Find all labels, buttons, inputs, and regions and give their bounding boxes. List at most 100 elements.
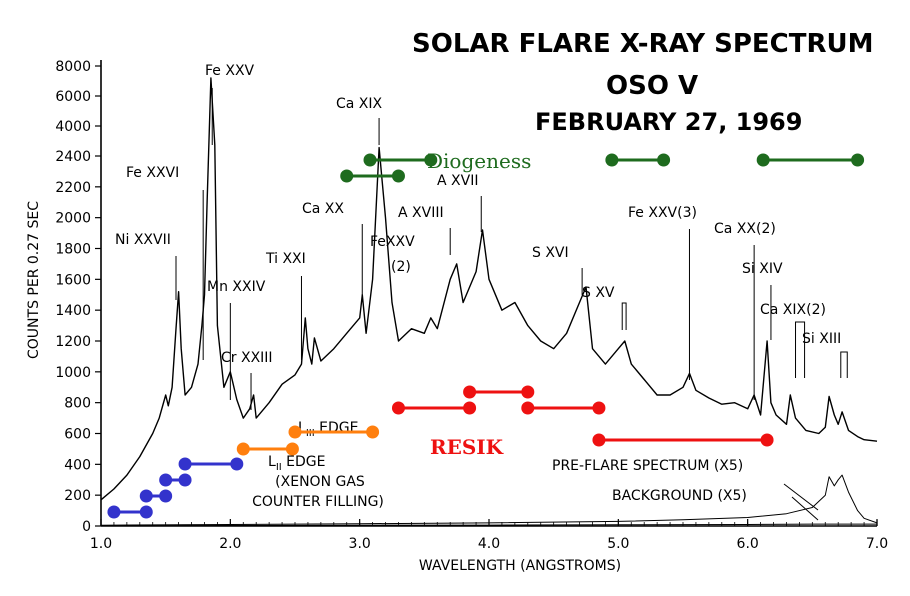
x-ticks: 1.0 2.0 3.0 4.0 5.0 6.0 7.0 (90, 519, 888, 552)
diogeness-label: Diogeness (427, 149, 531, 173)
y-tick-label: 1400 (55, 303, 91, 319)
l3-edge-tail: EDGE (315, 420, 359, 436)
chart-date: FEBRUARY 27, 1969 (535, 108, 802, 136)
line-label: A XVIII (398, 205, 444, 221)
l2-edge-sub: II (276, 462, 282, 473)
y-tick-label: 2000 (55, 211, 91, 227)
chart-title: SOLAR FLARE X-RAY SPECTRUM (412, 29, 874, 59)
line-label: Ca XIX (336, 96, 383, 112)
x-tick-label: 6.0 (737, 536, 759, 552)
y-tick-label: 800 (64, 396, 91, 412)
range-endpoint (521, 385, 535, 399)
line-labels: Fe XXV Fe XXVI Ni XXVII Mn XXIV Cr XXIII Ti X… (115, 63, 848, 410)
range-endpoint (592, 401, 606, 415)
preflare-label: PRE-FLARE SPECTRUM (X5) (552, 458, 743, 474)
y-tick-label: 200 (64, 488, 91, 504)
l2-edge-main: L (268, 454, 276, 470)
range-endpoint (288, 425, 302, 439)
y-tick-label: 400 (64, 457, 91, 473)
y-tick-label: 2400 (55, 149, 91, 165)
y-tick-label: 1800 (55, 242, 91, 258)
y-ticks: 0 200 400 600 800 1000 1200 1400 1600 1800 2000 220… (55, 59, 101, 535)
line-label: Cr XXIII (221, 350, 273, 366)
instrument-ranges (107, 153, 865, 519)
y-tick-label: 1000 (55, 365, 91, 381)
line-label: Fe XXV (205, 63, 255, 79)
l3-edge-label: LIII EDGE (298, 420, 358, 439)
line-label: Si XIV (742, 261, 783, 277)
y-tick-label: 8000 (55, 59, 91, 75)
background-label: BACKGROUND (X5) (612, 488, 747, 504)
x-tick-label: 1.0 (90, 536, 112, 552)
range-endpoint (340, 169, 354, 183)
range-endpoint (139, 489, 153, 503)
line-label: (2) (391, 259, 411, 275)
line-bracket (795, 321, 806, 378)
l2-edge-label: LII EDGE (268, 454, 326, 473)
x-tick-label: 5.0 (607, 536, 629, 552)
xenon-label-2: COUNTER FILLING) (252, 494, 384, 510)
range-endpoint (236, 442, 250, 456)
range-endpoint (363, 153, 377, 167)
range-endpoint (178, 473, 192, 487)
y-tick-label: 0 (82, 519, 91, 535)
range-endpoint (521, 401, 535, 415)
y-axis-label: COUNTS PER 0.27 SEC (26, 201, 42, 359)
l2-edge-tail: EDGE (282, 454, 326, 470)
line-label: Fe XXV(3) (628, 205, 697, 221)
range-endpoint (391, 401, 405, 415)
background-pointer (791, 496, 819, 521)
x-axis-label: WAVELENGTH (ANGSTROMS) (419, 558, 621, 574)
flare-spectrum-line (100, 77, 878, 501)
line-label: Fe XXVI (126, 165, 179, 181)
resik-label: RESIK (430, 435, 504, 459)
svg-text:LIII EDGE: LIII EDGE (298, 420, 358, 439)
range-endpoint (592, 433, 606, 447)
xenon-label-1: (XENON GAS (275, 474, 365, 490)
background-line (100, 523, 877, 527)
range-endpoint (657, 153, 671, 167)
line-label: S XVI (532, 245, 569, 261)
range-endpoint (159, 473, 173, 487)
chart-subtitle: OSO V (606, 71, 698, 101)
range-endpoint (463, 385, 477, 399)
line-label: FeXXV (370, 234, 415, 250)
range-endpoint (107, 505, 121, 519)
range-endpoint (159, 489, 173, 503)
line-label: Ca XIX(2) (760, 302, 826, 318)
range-endpoint (463, 401, 477, 415)
line-label: Ni XXVII (115, 232, 171, 248)
range-endpoint (178, 457, 192, 471)
y-tick-label: 1200 (55, 334, 91, 350)
range-endpoint (285, 442, 299, 456)
range-endpoint (139, 505, 153, 519)
y-tick-label: 6000 (55, 89, 91, 105)
range-endpoint (851, 153, 865, 167)
y-tick-label: 600 (64, 427, 91, 443)
line-label: A XVII (437, 173, 478, 189)
range-endpoint (230, 457, 244, 471)
preflare-pointer (783, 483, 819, 511)
x-tick-label: 2.0 (219, 536, 241, 552)
range-endpoint (424, 153, 438, 167)
y-tick-label: 2200 (55, 180, 91, 196)
x-tick-label: 3.0 (349, 536, 371, 552)
svg-text:LII EDGE: LII EDGE (268, 454, 326, 473)
preflare-spectrum-line (100, 474, 878, 526)
line-label: Ti XXI (265, 251, 306, 267)
line-label: Ca XX (302, 201, 344, 217)
y-tick-label: 1600 (55, 272, 91, 288)
range-endpoint (391, 169, 405, 183)
x-tick-label: 7.0 (866, 536, 888, 552)
line-label: Si XIII (802, 331, 841, 347)
range-endpoint (756, 153, 770, 167)
l3-edge-main: L (298, 420, 306, 436)
series-group (100, 77, 878, 527)
range-endpoint (366, 425, 380, 439)
line-label: Ca XX(2) (714, 221, 776, 237)
line-label: S XV (582, 285, 615, 301)
line-bracket (840, 351, 848, 378)
y-tick-label: 4000 (55, 119, 91, 135)
line-bracket (621, 302, 627, 330)
